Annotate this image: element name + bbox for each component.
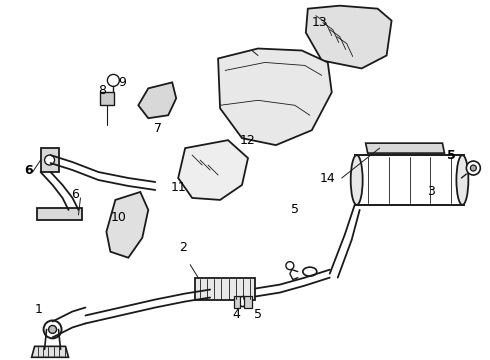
Text: 8: 8 [98, 84, 106, 97]
Circle shape [107, 75, 120, 86]
Polygon shape [138, 82, 176, 118]
Polygon shape [355, 155, 465, 205]
Ellipse shape [236, 297, 250, 306]
Circle shape [44, 320, 62, 338]
Text: 11: 11 [171, 181, 186, 194]
Polygon shape [32, 346, 69, 357]
Polygon shape [100, 92, 114, 105]
Text: 2: 2 [179, 241, 187, 254]
Text: 14: 14 [320, 171, 336, 185]
Ellipse shape [303, 267, 317, 276]
Polygon shape [106, 192, 148, 258]
Polygon shape [195, 278, 255, 300]
Text: 12: 12 [240, 134, 256, 147]
Polygon shape [366, 143, 444, 153]
Text: 7: 7 [154, 122, 162, 135]
Circle shape [466, 161, 480, 175]
Text: 6: 6 [24, 163, 33, 176]
Circle shape [286, 262, 294, 270]
Circle shape [49, 325, 56, 333]
Polygon shape [244, 296, 252, 307]
Text: 6: 6 [72, 188, 79, 202]
Text: 1: 1 [35, 303, 43, 316]
Polygon shape [41, 148, 58, 172]
Polygon shape [178, 140, 248, 200]
Polygon shape [37, 208, 82, 220]
Circle shape [45, 155, 54, 165]
Circle shape [470, 165, 476, 171]
Text: 3: 3 [428, 185, 436, 198]
Polygon shape [234, 296, 240, 307]
Text: 10: 10 [110, 211, 126, 224]
Text: 5: 5 [254, 308, 262, 321]
Ellipse shape [456, 155, 468, 205]
Text: 5: 5 [291, 203, 299, 216]
Ellipse shape [351, 155, 363, 205]
Text: 13: 13 [312, 16, 328, 29]
Text: 4: 4 [232, 308, 240, 321]
Text: 9: 9 [119, 76, 126, 89]
Polygon shape [306, 6, 392, 68]
Text: 5: 5 [447, 149, 456, 162]
Polygon shape [218, 49, 332, 145]
